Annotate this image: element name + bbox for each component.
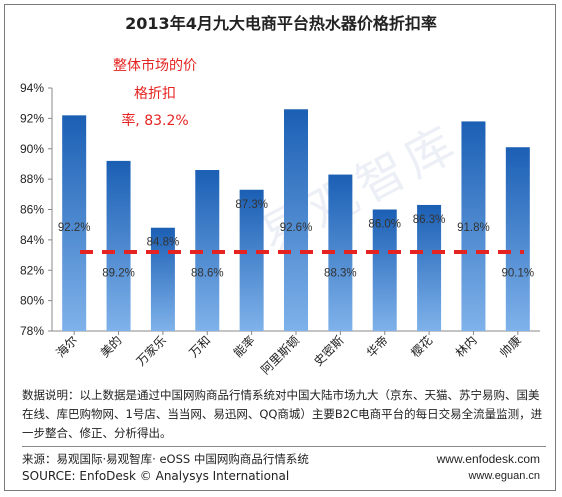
bar [284, 109, 308, 331]
y-tick-label: 84% [20, 233, 44, 247]
source-cn: 来源：易观国际·易观智库· eOSS 中国网购商品行情系统 [22, 452, 309, 466]
bar-value-label: 84.8% [147, 237, 180, 249]
bar-value-label: 86.0% [368, 219, 401, 231]
bar-value-label: 91.8% [457, 222, 490, 234]
x-category-label: 帅康 [496, 333, 524, 361]
bar-value-label: 92.2% [58, 222, 91, 234]
bar [505, 147, 530, 331]
y-tick-label: 86% [20, 203, 44, 217]
source-en: SOURCE: EnfoDesk © Analysys Internationa… [22, 469, 290, 483]
y-tick-label: 78% [20, 324, 44, 338]
url-eguan: www.eguan.cn [468, 470, 540, 482]
y-tick-label: 90% [20, 142, 44, 156]
data-note: 数据说明：以上数据是通过中国网购商品行情系统对中国大陆市场九大（京东、天猫、苏宁… [22, 388, 543, 440]
x-category-label: 万和 [187, 333, 214, 360]
bar [417, 204, 442, 331]
y-tick-label: 88% [20, 172, 44, 186]
bar-value-label: 90.1% [502, 267, 535, 279]
bar-value-label: 89.2% [102, 267, 135, 279]
annotation-line-2: 格折扣 [134, 86, 176, 102]
bar [106, 160, 131, 331]
bar [461, 121, 486, 331]
x-category-label: 史密斯 [310, 333, 346, 369]
footer-divider [22, 446, 546, 447]
x-category-label: 能率 [230, 333, 258, 361]
y-tick-label: 82% [20, 263, 44, 277]
bar [150, 227, 175, 331]
bar-value-label: 88.3% [324, 267, 357, 279]
bar-value-label: 86.3% [413, 214, 446, 226]
y-tick-label: 92% [20, 111, 44, 125]
bar-value-label: 88.6% [191, 267, 224, 279]
x-category-label: 阿里斯顿 [258, 333, 302, 377]
chart-title: 2013年4月九大电商平台热水器价格折扣率 [125, 14, 437, 33]
annotation-line-1: 整体市场的价 [113, 58, 197, 74]
bar [62, 115, 87, 332]
x-category-label: 华帝 [363, 333, 391, 361]
x-category-label: 林内 [453, 333, 480, 360]
url-enfodesk: www.enfodesk.com [436, 452, 540, 466]
bar [372, 209, 397, 331]
bar-value-label: 92.6% [280, 222, 313, 234]
x-category-label: 樱花 [408, 333, 436, 361]
x-category-label: 万家乐 [133, 333, 169, 369]
annotation-line-3: 率, 83.2% [121, 113, 189, 129]
y-tick-label: 80% [20, 294, 44, 308]
y-tick-label: 94% [20, 81, 44, 95]
x-category-label: 海尔 [53, 333, 81, 361]
bar-value-label: 87.3% [235, 199, 268, 211]
x-category-label: 美的 [97, 333, 125, 361]
bar [239, 189, 264, 331]
